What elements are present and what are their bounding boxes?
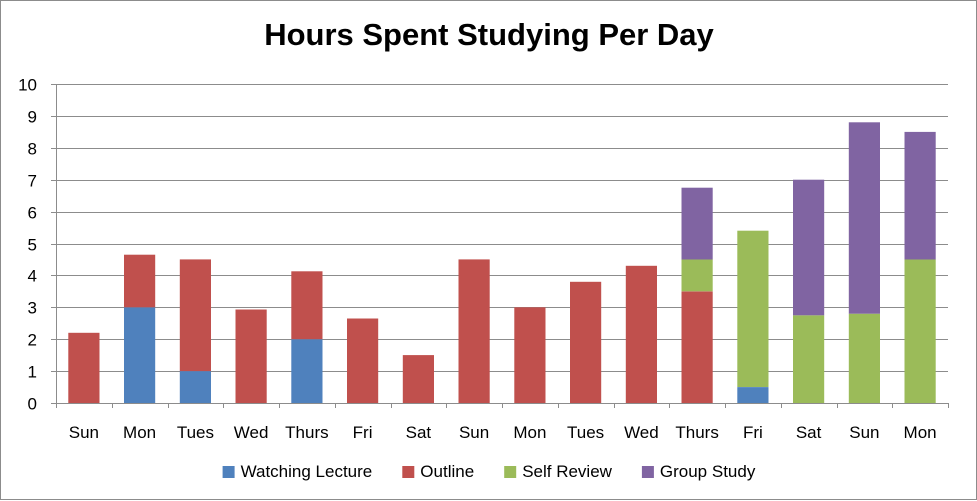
y-tick-label: 7 <box>28 172 37 191</box>
legend-swatch <box>402 466 415 478</box>
bar-segment <box>793 315 825 403</box>
bar-segment <box>737 387 769 403</box>
x-tick-label: Sat <box>406 423 432 442</box>
x-tick-label: Tues <box>177 423 214 442</box>
chart-title: Hours Spent Studying Per Day <box>264 17 714 52</box>
bar-segment <box>179 371 211 403</box>
bar-segment <box>570 281 602 403</box>
x-tick-label: Fri <box>743 423 763 442</box>
y-tick-label: 4 <box>28 267 37 286</box>
bar-segment <box>681 259 713 292</box>
legend-label: Group Study <box>660 462 756 481</box>
x-tick-label: Mon <box>123 423 156 442</box>
y-tick-label: 2 <box>28 331 37 350</box>
legend-swatch <box>504 466 517 478</box>
x-tick-label: Wed <box>624 423 659 442</box>
bar-segment <box>68 332 100 403</box>
y-axis: 0 1 2 3 4 5 6 7 8 9 10 <box>18 76 57 414</box>
legend-item: Watching Lecture <box>222 462 373 481</box>
y-tick-label: 1 <box>28 363 37 382</box>
bar-segment <box>793 179 825 316</box>
x-tick-label: Thurs <box>675 423 718 442</box>
y-tick-label: 0 <box>28 395 37 414</box>
x-tick-label: Fri <box>353 423 373 442</box>
x-tick-label: Sun <box>849 423 879 442</box>
x-tick-label: Thurs <box>285 423 328 442</box>
legend-item: Self Review <box>504 462 613 481</box>
bar-segment <box>124 254 156 308</box>
legend-item: Outline <box>402 462 474 481</box>
bar-segment <box>904 131 936 260</box>
legend-item: Group Study <box>641 462 756 481</box>
legend: Watching Lecture Outline Self Review Group … <box>222 462 756 481</box>
bar-segment <box>291 339 323 403</box>
bar-segment <box>235 309 267 403</box>
legend-swatch <box>641 466 654 478</box>
x-tick-label: Sat <box>796 423 822 442</box>
bar-segment <box>737 230 769 387</box>
x-tick-label: Sun <box>459 423 489 442</box>
y-tick-label: 5 <box>28 236 37 255</box>
x-tick-label: Tues <box>567 423 604 442</box>
bar-segment <box>402 355 434 403</box>
y-tick-label: 10 <box>18 76 37 95</box>
legend-label: Watching Lecture <box>241 462 373 481</box>
x-tick-label: Wed <box>234 423 269 442</box>
bar-segment <box>458 259 490 403</box>
y-tick-label: 9 <box>28 108 37 127</box>
x-tick-label: Mon <box>904 423 937 442</box>
bar-segment <box>681 291 713 403</box>
x-tick-label: Mon <box>513 423 546 442</box>
bar-segment <box>291 271 323 340</box>
bar-segment <box>904 259 936 403</box>
bar-segment <box>179 259 211 372</box>
bar-segment <box>848 122 880 314</box>
bar-segment <box>625 265 657 403</box>
bar-segment <box>347 318 379 403</box>
x-axis: Sun Mon Tues Wed Thurs Fri Sat Sun Mon Tues Wed Thu… <box>56 403 949 442</box>
bar-segment <box>514 307 546 403</box>
legend-swatch <box>222 466 235 478</box>
y-tick-label: 8 <box>28 140 37 159</box>
bars <box>68 122 936 403</box>
y-tick-label: 6 <box>28 204 37 223</box>
bar-segment <box>124 307 156 403</box>
legend-label: Outline <box>420 462 474 481</box>
y-tick-label: 3 <box>28 299 37 318</box>
bar-segment <box>848 313 880 403</box>
bar-segment <box>681 187 713 260</box>
x-tick-label: Sun <box>69 423 99 442</box>
legend-label: Self Review <box>522 462 612 481</box>
